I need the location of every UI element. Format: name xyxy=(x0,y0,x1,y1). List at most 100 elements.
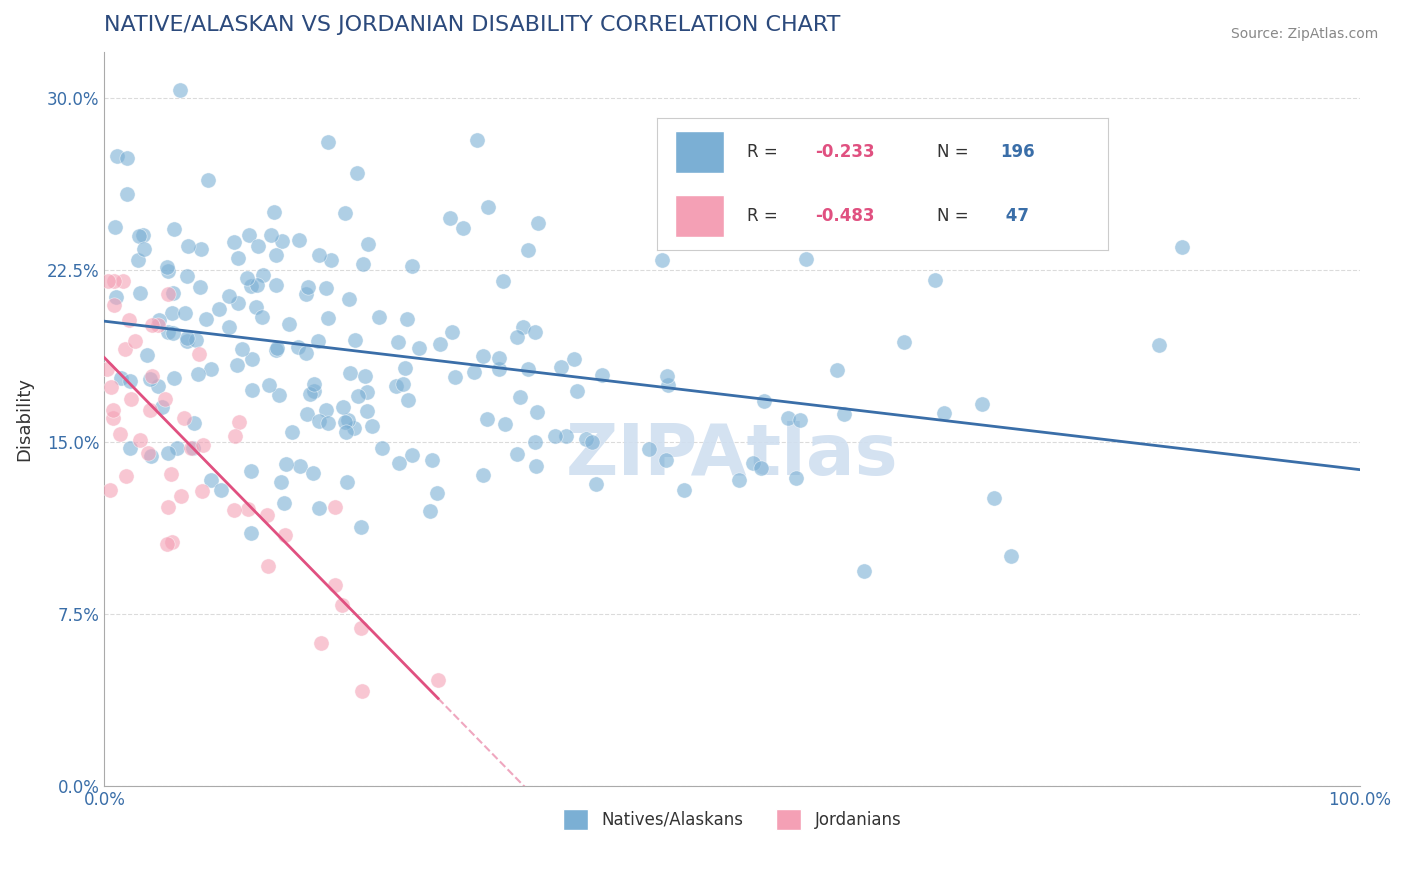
Point xyxy=(166,441,188,455)
Point xyxy=(776,411,799,425)
Point xyxy=(120,374,142,388)
Point xyxy=(280,425,302,440)
Point xyxy=(240,351,263,366)
Point xyxy=(301,466,323,480)
Point xyxy=(371,441,394,455)
Point xyxy=(297,280,319,294)
Point xyxy=(260,228,283,243)
Point xyxy=(488,362,510,376)
Point xyxy=(252,268,274,282)
Point xyxy=(357,236,380,251)
Point xyxy=(226,359,249,373)
Point xyxy=(256,508,278,522)
Point xyxy=(183,416,205,430)
Point xyxy=(335,415,357,429)
Point xyxy=(512,320,534,334)
Point xyxy=(263,204,285,219)
Point xyxy=(657,378,679,392)
Point xyxy=(419,504,441,518)
Point xyxy=(408,341,430,355)
Point xyxy=(673,483,696,497)
Point xyxy=(101,403,124,417)
Point xyxy=(153,392,176,407)
Point xyxy=(150,400,173,414)
Point xyxy=(319,253,342,268)
Point xyxy=(146,318,169,332)
Point xyxy=(270,475,292,490)
Point xyxy=(208,301,231,316)
Point xyxy=(162,285,184,300)
Point xyxy=(825,362,848,376)
Point xyxy=(332,400,354,414)
Text: Source: ZipAtlas.com: Source: ZipAtlas.com xyxy=(1230,27,1378,41)
Point xyxy=(267,388,290,402)
Point xyxy=(302,384,325,398)
Point xyxy=(135,347,157,361)
Point xyxy=(654,452,676,467)
Point xyxy=(160,467,183,481)
Point xyxy=(517,243,540,257)
Point xyxy=(129,434,152,448)
Point xyxy=(492,274,515,288)
Point xyxy=(387,334,409,349)
Point xyxy=(124,334,146,349)
Point xyxy=(335,425,357,439)
Point xyxy=(893,334,915,349)
Point xyxy=(347,389,370,403)
Point xyxy=(257,559,280,574)
Point xyxy=(141,368,163,383)
Point xyxy=(451,220,474,235)
Point xyxy=(187,347,209,361)
Point xyxy=(103,298,125,312)
Point xyxy=(170,489,193,503)
Point xyxy=(309,636,332,650)
Point xyxy=(156,260,179,275)
Point xyxy=(105,148,128,162)
Point xyxy=(385,378,408,392)
Point xyxy=(176,268,198,283)
Point xyxy=(396,312,419,326)
Point xyxy=(104,290,127,304)
Point xyxy=(211,483,233,497)
Point xyxy=(444,369,467,384)
Point xyxy=(401,448,423,462)
Point xyxy=(146,379,169,393)
Point xyxy=(308,414,330,428)
Point xyxy=(581,435,603,450)
Point xyxy=(218,289,240,303)
Point xyxy=(264,277,287,292)
Point xyxy=(337,292,360,306)
Point xyxy=(350,519,373,533)
Point xyxy=(236,271,259,285)
Point xyxy=(100,380,122,394)
Point xyxy=(101,410,124,425)
Point xyxy=(128,228,150,243)
Point xyxy=(136,446,159,460)
Point xyxy=(226,251,249,265)
Point xyxy=(231,342,253,356)
Legend: Natives/Alaskans, Jordanians: Natives/Alaskans, Jordanians xyxy=(555,803,908,836)
Point xyxy=(352,257,374,271)
Point xyxy=(239,279,262,293)
Point xyxy=(970,397,993,411)
Point xyxy=(333,206,356,220)
Point xyxy=(114,342,136,356)
Point xyxy=(392,376,415,391)
Point xyxy=(245,301,267,315)
Point xyxy=(240,384,263,398)
Point xyxy=(307,334,329,348)
Point xyxy=(752,394,775,409)
Point xyxy=(463,365,485,379)
Point xyxy=(585,476,607,491)
Point xyxy=(1170,240,1192,254)
Point xyxy=(138,372,160,386)
Point xyxy=(396,393,419,408)
Point xyxy=(169,82,191,96)
Point xyxy=(509,390,531,404)
Point xyxy=(96,361,118,376)
Point xyxy=(228,296,250,310)
Point xyxy=(316,310,339,325)
Point xyxy=(983,491,1005,506)
Point xyxy=(103,274,125,288)
Point xyxy=(354,368,377,383)
